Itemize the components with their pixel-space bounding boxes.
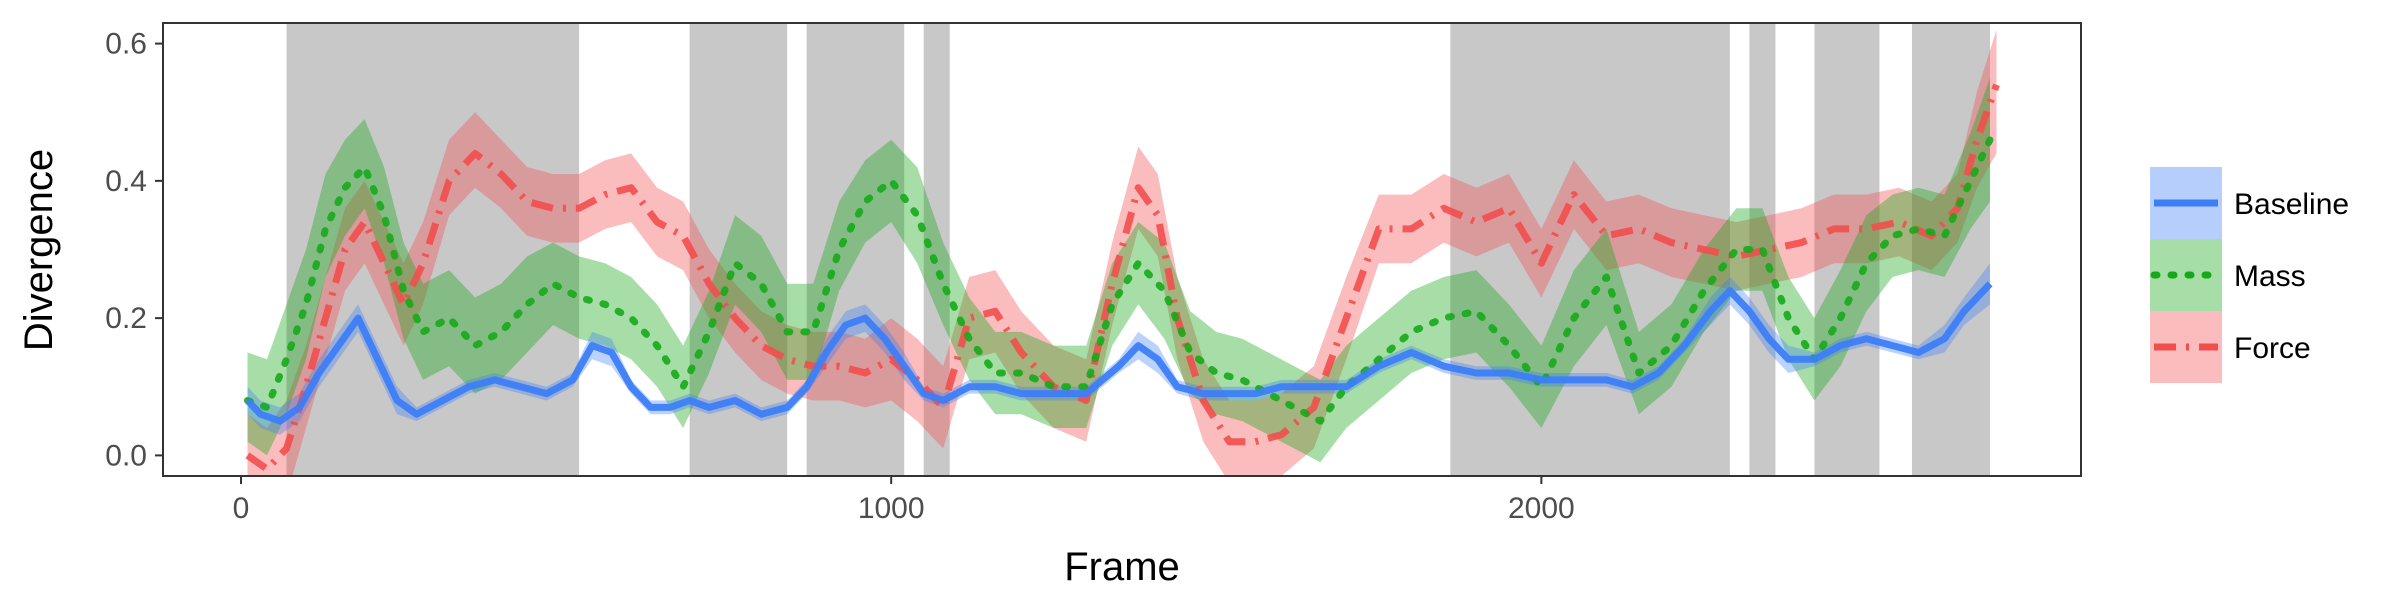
baseline-line <box>244 281 1993 425</box>
x-axis: 0 1000 2000 <box>233 476 1575 525</box>
legend-item-force: Force <box>2150 311 2311 383</box>
x-tick-label: 2000 <box>1508 492 1575 525</box>
y-tick-label: 0.6 <box>105 28 147 61</box>
y-tick-label: 0.4 <box>105 165 147 198</box>
legend: Baseline Mass Force <box>2150 167 2349 383</box>
legend-label-baseline: Baseline <box>2234 188 2349 221</box>
legend-item-baseline: Baseline <box>2150 167 2349 239</box>
y-tick-label: 0.0 <box>105 439 147 472</box>
series-lines <box>244 83 2000 473</box>
shaded-interval-3 <box>806 23 905 476</box>
shaded-interval-1 <box>286 23 580 476</box>
y-axis: 0.0 0.2 0.4 0.6 <box>105 28 163 472</box>
y-axis-title: Divergence <box>17 149 61 351</box>
shaded-interval-8 <box>1911 23 1990 476</box>
legend-item-mass: Mass <box>2150 239 2306 311</box>
x-axis-title: Frame <box>1064 545 1180 589</box>
shaded-interval-5 <box>1450 23 1730 476</box>
x-tick-label: 0 <box>233 492 250 525</box>
x-tick-label: 1000 <box>858 492 925 525</box>
legend-label-force: Force <box>2234 332 2311 365</box>
mass-line <box>244 136 1994 425</box>
force-ribbon <box>247 29 1997 476</box>
force-line <box>245 83 2000 473</box>
y-tick-label: 0.2 <box>105 302 147 335</box>
plot-border <box>162 22 2082 477</box>
shaded-interval-7 <box>1814 23 1880 476</box>
shaded-intervals <box>286 23 1990 476</box>
legend-label-mass: Mass <box>2234 260 2306 293</box>
